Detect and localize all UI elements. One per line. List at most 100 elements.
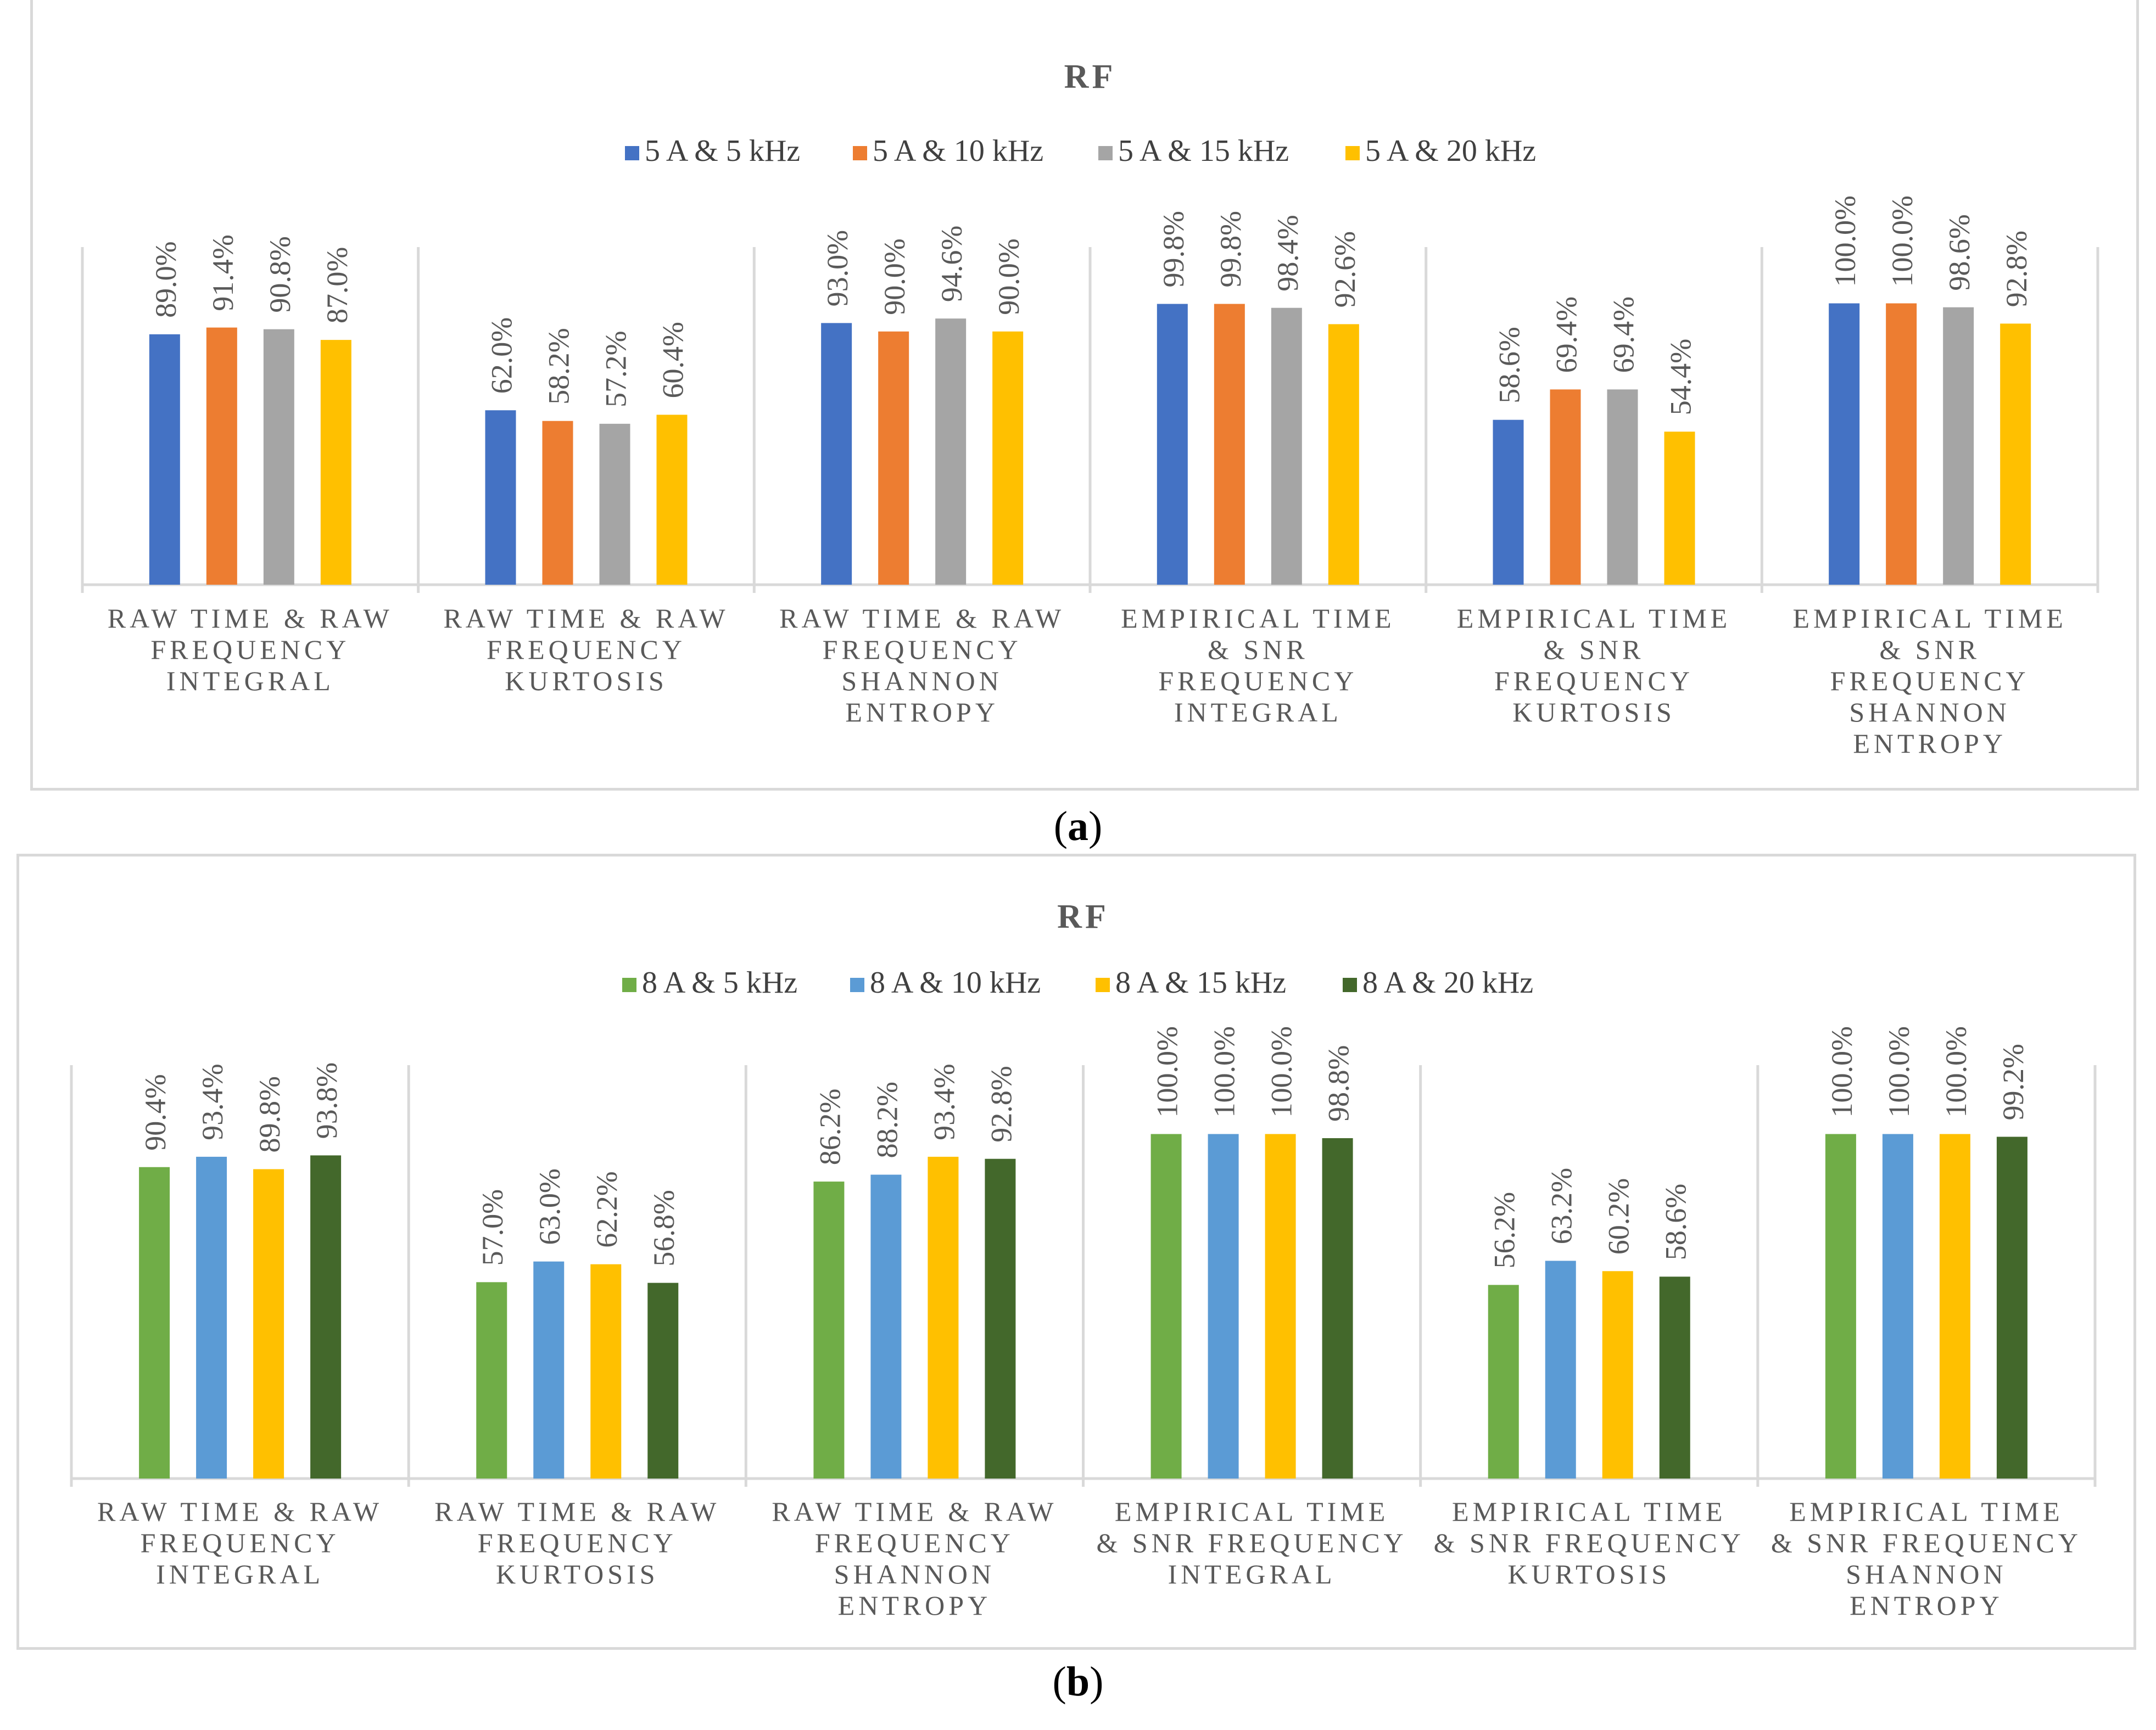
- category-label: FREQUENCY: [478, 1527, 677, 1558]
- data-label: 100.0%: [1208, 1026, 1241, 1117]
- category-label: KURTOSIS: [1512, 697, 1675, 727]
- data-label: 100.0%: [1265, 1026, 1298, 1117]
- category-label: EMPIRICAL TIME: [1789, 1496, 2063, 1527]
- bar: [1214, 304, 1245, 585]
- data-label: 86.2%: [813, 1089, 846, 1165]
- category-label: EMPIRICAL TIME: [1457, 603, 1731, 634]
- data-label: 92.8%: [985, 1066, 1018, 1142]
- category-label: FREQUENCY: [823, 634, 1022, 665]
- bar: [1943, 307, 1974, 585]
- bar: [1322, 1138, 1353, 1479]
- data-label: 63.0%: [533, 1168, 566, 1245]
- category-label: FREQUENCY: [141, 1527, 340, 1558]
- bar: [139, 1167, 170, 1479]
- category-label: FREQUENCY: [1494, 665, 1694, 696]
- category-label: SHANNON: [841, 665, 1002, 696]
- data-label: 94.6%: [935, 226, 968, 302]
- category-label: FREQUENCY: [1830, 665, 2030, 696]
- data-label: 100.0%: [1883, 1026, 1915, 1117]
- chart-title: RF: [1064, 58, 1116, 96]
- bar: [647, 1283, 679, 1479]
- category-label: & SNR FREQUENCY: [1434, 1527, 1745, 1558]
- bar: [1886, 303, 1917, 585]
- bar: [1664, 432, 1695, 585]
- legend-label: 5 A & 5 kHz: [645, 134, 800, 168]
- bar: [1545, 1261, 1576, 1479]
- data-label: 57.2%: [600, 331, 633, 407]
- data-label: 91.4%: [206, 234, 239, 311]
- data-label: 90.0%: [992, 238, 1025, 315]
- data-label: 93.8%: [310, 1062, 343, 1139]
- data-label: 63.2%: [1545, 1168, 1578, 1244]
- legend-swatch: [1096, 978, 1110, 992]
- bar: [253, 1169, 284, 1479]
- data-label: 90.0%: [878, 238, 911, 315]
- category-label: FREQUENCY: [1158, 665, 1358, 696]
- category-label: FREQUENCY: [150, 634, 350, 665]
- data-label: 99.2%: [1997, 1044, 2030, 1120]
- category-label: FREQUENCY: [487, 634, 686, 665]
- category-label: ENTROPY: [845, 697, 999, 727]
- bar: [149, 334, 180, 585]
- bar: [1825, 1134, 1856, 1479]
- data-label: 62.0%: [485, 317, 518, 394]
- legend-label: 8 A & 20 kHz: [1362, 966, 1533, 1000]
- data-label: 58.6%: [1660, 1184, 1693, 1260]
- bar: [821, 323, 852, 585]
- data-label: 56.8%: [647, 1190, 680, 1266]
- category-label: SHANNON: [1846, 1559, 2007, 1589]
- legend-label: 8 A & 5 kHz: [642, 966, 797, 1000]
- category-label: ENTROPY: [1853, 728, 2007, 759]
- data-label: 98.8%: [1322, 1045, 1355, 1122]
- bar: [1829, 303, 1860, 585]
- category-label: KURTOSIS: [505, 665, 668, 696]
- data-label: 93.4%: [196, 1063, 229, 1140]
- data-label: 90.8%: [264, 236, 297, 312]
- legend-label: 8 A & 15 kHz: [1115, 966, 1286, 1000]
- caption-a: (a): [1053, 803, 1103, 849]
- bar: [1939, 1134, 1970, 1479]
- bar: [1488, 1285, 1519, 1479]
- bar: [542, 421, 573, 585]
- bar: [590, 1264, 622, 1479]
- category-label: & SNR FREQUENCY: [1771, 1527, 2082, 1558]
- bar: [928, 1156, 959, 1479]
- category-label: INTEGRAL: [166, 665, 334, 696]
- category-label: & SNR FREQUENCY: [1096, 1527, 1407, 1558]
- legend-label: 5 A & 20 kHz: [1365, 134, 1536, 168]
- bar: [2000, 323, 2031, 585]
- category-label: EMPIRICAL TIME: [1115, 1496, 1389, 1527]
- bar: [533, 1261, 565, 1479]
- data-label: 87.0%: [321, 247, 354, 323]
- data-label: 57.0%: [476, 1189, 509, 1266]
- legend-label: 5 A & 10 kHz: [873, 134, 1043, 168]
- category-label: ENTROPY: [1850, 1590, 2003, 1621]
- bar: [485, 410, 516, 585]
- data-label: 92.8%: [2000, 231, 2033, 307]
- bar: [985, 1158, 1016, 1479]
- data-label: 60.2%: [1602, 1178, 1635, 1255]
- legend-swatch: [622, 978, 636, 992]
- data-label: 93.0%: [821, 230, 854, 306]
- category-label: EMPIRICAL TIME: [1121, 603, 1395, 634]
- data-label: 60.4%: [657, 322, 690, 398]
- data-label: 99.8%: [1157, 211, 1190, 287]
- category-label: INTEGRAL: [1168, 1559, 1336, 1589]
- chart-title: RF: [1057, 898, 1109, 936]
- bar: [813, 1182, 845, 1479]
- legend-label: 5 A & 15 kHz: [1118, 134, 1289, 168]
- category-label: EMPIRICAL TIME: [1792, 603, 2066, 634]
- bar: [1271, 307, 1302, 585]
- bar: [310, 1155, 342, 1479]
- data-label: 69.4%: [1550, 296, 1583, 373]
- bar: [1157, 304, 1188, 585]
- data-label: 88.2%: [870, 1082, 903, 1158]
- category-label: KURTOSIS: [1507, 1559, 1671, 1589]
- category-label: RAW TIME & RAW: [97, 1496, 383, 1527]
- data-label: 98.6%: [1943, 214, 1976, 290]
- bar: [1607, 389, 1638, 585]
- legend-swatch: [850, 978, 864, 992]
- bar: [992, 331, 1024, 585]
- bar: [870, 1174, 902, 1479]
- data-label: 54.4%: [1665, 339, 1697, 415]
